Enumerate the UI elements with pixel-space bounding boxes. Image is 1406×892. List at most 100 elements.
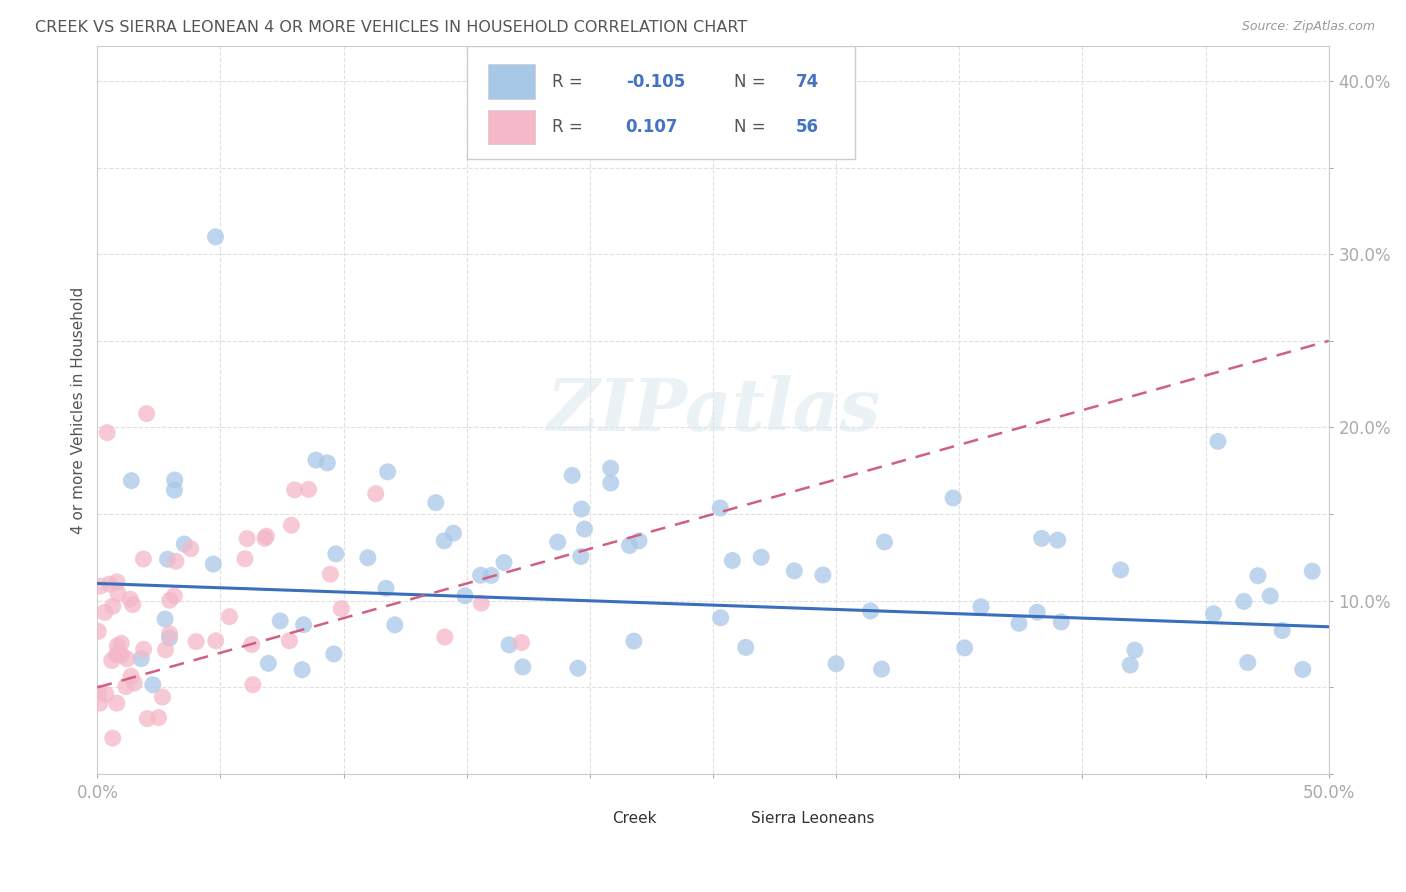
Point	[599, 461, 621, 475]
Point	[269, 614, 291, 628]
Point	[159, 627, 181, 641]
Point	[377, 465, 399, 479]
Text: R =: R =	[551, 118, 593, 136]
Point	[284, 483, 307, 497]
Point	[569, 549, 592, 564]
Point	[132, 552, 155, 566]
Point	[278, 633, 301, 648]
Point	[512, 660, 534, 674]
Point	[1050, 615, 1073, 629]
Point	[159, 593, 181, 607]
Point	[135, 407, 157, 421]
Point	[180, 541, 202, 556]
Point	[627, 533, 650, 548]
Point	[1008, 616, 1031, 631]
Point	[101, 654, 124, 668]
Point	[105, 574, 128, 589]
Point	[322, 647, 344, 661]
FancyBboxPatch shape	[467, 46, 855, 159]
Text: Source: ZipAtlas.com: Source: ZipAtlas.com	[1241, 20, 1375, 33]
Point	[94, 687, 117, 701]
Point	[953, 640, 976, 655]
Point	[159, 631, 181, 645]
Text: N =: N =	[734, 118, 770, 136]
Point	[156, 552, 179, 566]
Point	[571, 502, 593, 516]
Point	[1046, 533, 1069, 548]
Point	[1258, 589, 1281, 603]
Point	[709, 501, 731, 516]
Point	[749, 550, 772, 565]
Point	[148, 710, 170, 724]
Point	[734, 640, 756, 655]
Point	[330, 601, 353, 615]
Point	[152, 690, 174, 704]
Point	[425, 495, 447, 509]
Point	[87, 686, 110, 700]
Text: CREEK VS SIERRA LEONEAN 4 OR MORE VEHICLES IN HOUSEHOLD CORRELATION CHART: CREEK VS SIERRA LEONEAN 4 OR MORE VEHICL…	[35, 20, 748, 35]
Point	[153, 612, 176, 626]
Point	[257, 657, 280, 671]
Point	[120, 474, 142, 488]
Point	[87, 624, 110, 639]
Point	[859, 604, 882, 618]
Point	[470, 596, 492, 610]
Point	[115, 652, 138, 666]
Point	[1301, 564, 1323, 578]
Text: Creek: Creek	[612, 811, 657, 826]
Point	[1233, 594, 1256, 608]
Point	[163, 473, 186, 487]
Point	[561, 468, 583, 483]
Point	[433, 533, 456, 548]
Point	[623, 634, 645, 648]
Point	[110, 648, 132, 662]
Point	[1206, 434, 1229, 449]
Point	[136, 712, 159, 726]
FancyBboxPatch shape	[571, 807, 606, 830]
Point	[110, 636, 132, 650]
Text: Sierra Leoneans: Sierra Leoneans	[751, 811, 875, 826]
Point	[120, 592, 142, 607]
Text: N =: N =	[734, 73, 770, 91]
Point	[825, 657, 848, 671]
Point	[1119, 658, 1142, 673]
Point	[1236, 656, 1258, 670]
Point	[710, 611, 733, 625]
FancyBboxPatch shape	[488, 110, 534, 145]
Point	[811, 568, 834, 582]
Point	[105, 639, 128, 653]
Point	[121, 598, 143, 612]
Point	[364, 486, 387, 500]
Point	[433, 630, 456, 644]
Point	[165, 554, 187, 568]
Point	[98, 577, 121, 591]
FancyBboxPatch shape	[710, 807, 745, 830]
Point	[325, 547, 347, 561]
Point	[173, 537, 195, 551]
Point	[1202, 607, 1225, 621]
Point	[783, 564, 806, 578]
FancyBboxPatch shape	[488, 64, 534, 99]
Point	[357, 550, 380, 565]
Point	[498, 638, 520, 652]
Point	[155, 643, 177, 657]
Point	[1123, 643, 1146, 657]
Point	[107, 647, 129, 661]
Point	[107, 586, 129, 600]
Point	[970, 599, 993, 614]
Text: 56: 56	[796, 118, 818, 136]
Point	[129, 651, 152, 665]
Point	[218, 609, 240, 624]
Point	[254, 529, 277, 543]
Point	[384, 618, 406, 632]
Point	[280, 518, 302, 533]
Point	[292, 617, 315, 632]
Point	[942, 491, 965, 505]
Point	[96, 425, 118, 440]
Point	[319, 567, 342, 582]
Point	[1247, 568, 1270, 582]
Point	[204, 230, 226, 244]
Point	[1271, 624, 1294, 638]
Point	[105, 696, 128, 710]
Point	[120, 669, 142, 683]
